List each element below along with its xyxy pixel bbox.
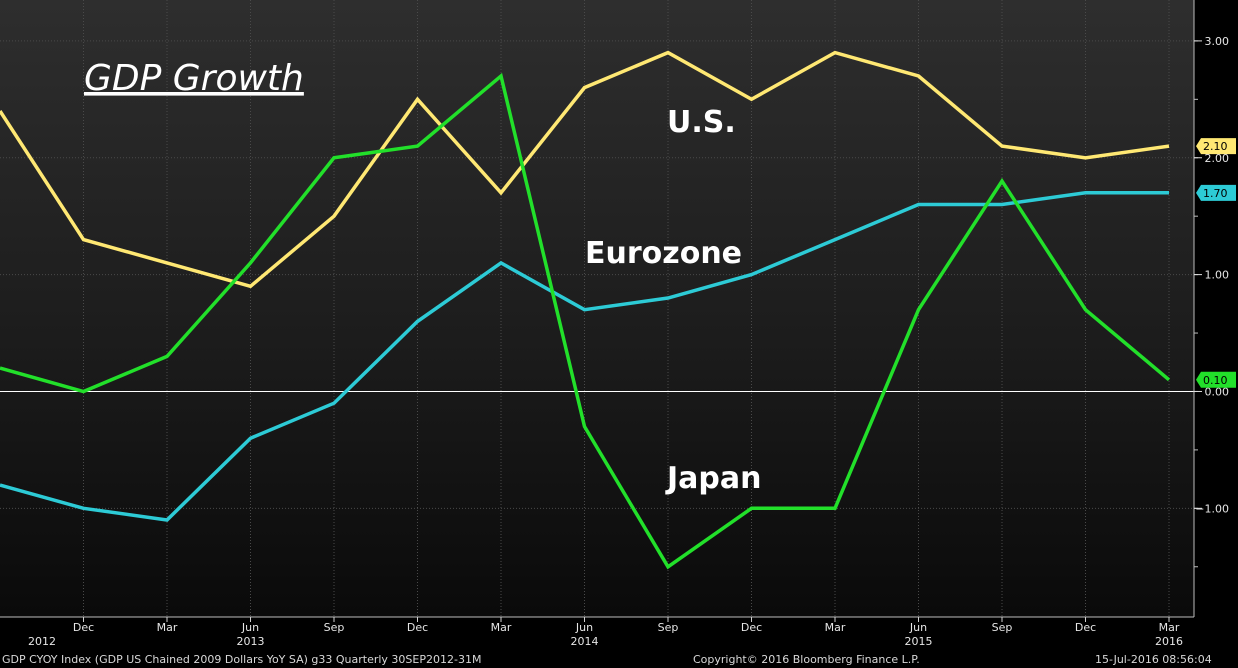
- x-tick-label: Sep: [324, 621, 345, 634]
- last-value-badge: [1196, 138, 1236, 155]
- annotation-eurozone: Eurozone: [585, 236, 742, 271]
- last-value-text: 1.70: [1203, 187, 1228, 200]
- series-line-japan: [0, 72, 1171, 570]
- x-tick-label: Mar: [491, 621, 512, 634]
- x-tick-label: Mar: [157, 621, 178, 634]
- last-value-badge: [1196, 371, 1236, 388]
- x-tick-label: Sep: [658, 621, 679, 634]
- y-axis: 3.00 2.00 1.00 0.00 −1.00: [1194, 35, 1230, 568]
- x-tick-label: Jun: [575, 621, 593, 634]
- y-tick-label: 1.00: [1205, 269, 1230, 282]
- last-value-labels: 2.10 1.70 0.10: [1196, 138, 1236, 388]
- line-chart: 3.00 2.00 1.00 0.00 −1.00 Dec Mar Jun Sep Dec Mar…: [0, 0, 1236, 648]
- last-value-badge: [1196, 184, 1236, 201]
- x-tick-label: Jun: [241, 621, 259, 634]
- x-year-label: 2016: [1155, 635, 1183, 648]
- x-year-label: 2013: [237, 635, 265, 648]
- x-tick-label: Jun: [909, 621, 927, 634]
- last-value-text: 0.10: [1203, 374, 1228, 387]
- x-year-label: 2015: [905, 635, 933, 648]
- x-tick-label: Mar: [825, 621, 846, 634]
- x-tick-label: Dec: [73, 621, 94, 634]
- last-value-text: 2.10: [1203, 140, 1228, 153]
- x-tick-label: Dec: [407, 621, 428, 634]
- y-tick-label: 3.00: [1205, 35, 1230, 48]
- series-line-us: [0, 50, 1170, 289]
- x-year-label: 2012: [28, 635, 56, 648]
- copyright-text: Copyright© 2016 Bloomberg Finance L.P.: [693, 653, 920, 666]
- y-tick-label: −1.00: [1195, 502, 1229, 515]
- series-line-eurozone: [0, 191, 1169, 522]
- y-tick-label: 0.00: [1205, 385, 1230, 398]
- x-tick-label: Dec: [741, 621, 762, 634]
- annotation-us: U.S.: [667, 105, 736, 140]
- x-tick-label: Dec: [1075, 621, 1096, 634]
- gridlines: [0, 0, 1194, 617]
- x-tick-label: Mar: [1159, 621, 1180, 634]
- timestamp: 15-Jul-2016 08:56:04: [1095, 653, 1212, 666]
- annotation-japan: Japan: [665, 461, 761, 496]
- index-info: GDP CYOY Index (GDP US Chained 2009 Doll…: [2, 653, 482, 666]
- chart-title: GDP Growth: [84, 58, 304, 99]
- footer: GDP CYOY Index (GDP US Chained 2009 Doll…: [0, 650, 1238, 668]
- x-tick-label: Sep: [992, 621, 1013, 634]
- x-year-label: 2014: [571, 635, 599, 648]
- y-tick-label: 2.00: [1205, 152, 1230, 165]
- x-axis: Dec Mar Jun Sep Dec Mar Jun Sep Dec Mar Jun Sep Dec M…: [28, 617, 1183, 648]
- series-layer: [0, 50, 1171, 570]
